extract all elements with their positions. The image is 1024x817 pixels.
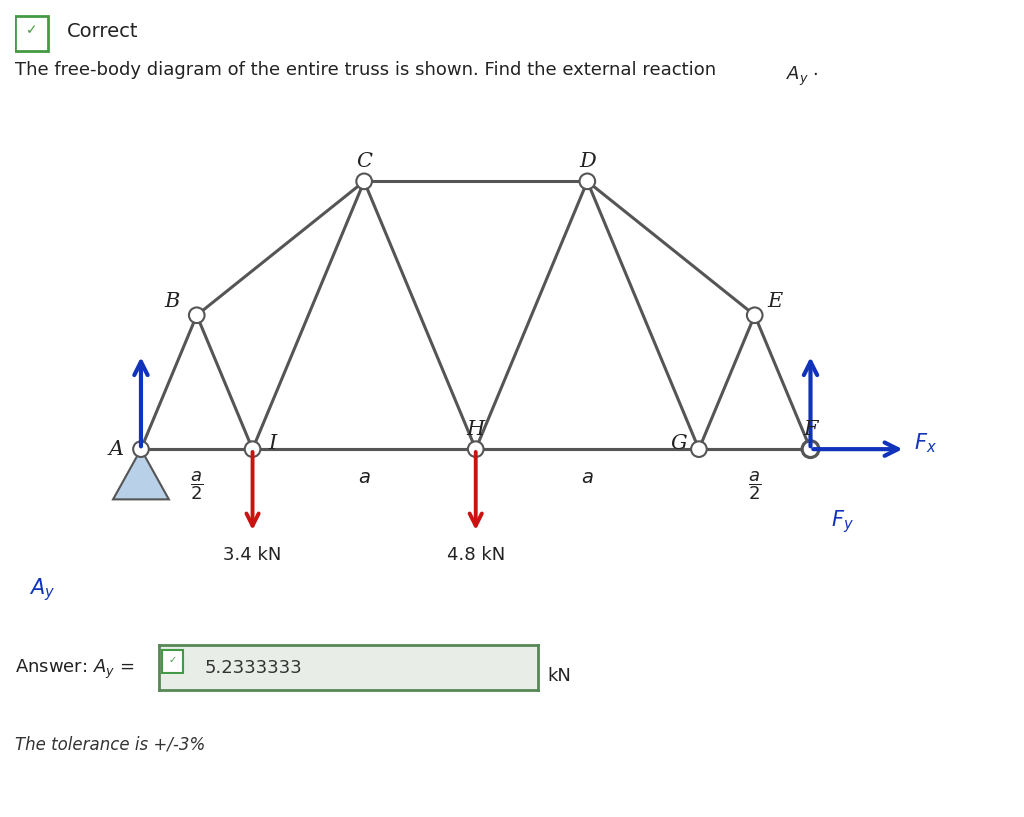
Text: B: B: [165, 292, 180, 311]
Circle shape: [134, 443, 147, 456]
Text: $\dfrac{a}{2}$: $\dfrac{a}{2}$: [748, 469, 762, 502]
Text: kN: kN: [548, 667, 571, 685]
Text: C: C: [356, 152, 372, 171]
Text: .: .: [812, 61, 818, 79]
Circle shape: [133, 441, 148, 457]
Text: G: G: [671, 434, 687, 453]
Polygon shape: [113, 449, 169, 499]
Text: $A_y$: $A_y$: [29, 576, 55, 603]
Text: The free-body diagram of the entire truss is shown. Find the external reaction: The free-body diagram of the entire trus…: [15, 61, 722, 79]
Circle shape: [746, 307, 763, 323]
Text: A: A: [109, 440, 124, 458]
Text: H: H: [467, 420, 484, 439]
FancyBboxPatch shape: [162, 650, 182, 672]
Circle shape: [356, 173, 372, 190]
Circle shape: [245, 441, 260, 457]
Text: F: F: [803, 420, 818, 439]
Circle shape: [468, 441, 483, 457]
Text: D: D: [579, 152, 596, 171]
Text: 5.2333333: 5.2333333: [204, 659, 302, 677]
Text: I: I: [268, 434, 276, 453]
Text: $a$: $a$: [357, 469, 371, 487]
Text: Correct: Correct: [67, 21, 138, 41]
Text: $F_y$: $F_y$: [830, 508, 853, 535]
Circle shape: [691, 441, 707, 457]
Text: $F_x$: $F_x$: [914, 431, 937, 455]
Text: The tolerance is +/-3%: The tolerance is +/-3%: [15, 735, 206, 753]
Text: E: E: [767, 292, 782, 311]
FancyBboxPatch shape: [15, 16, 48, 51]
Circle shape: [580, 173, 595, 190]
Text: $A_y$: $A_y$: [786, 65, 809, 87]
Circle shape: [803, 441, 818, 457]
Text: 3.4 kN: 3.4 kN: [223, 547, 282, 565]
Circle shape: [189, 307, 205, 323]
Text: ✓: ✓: [26, 24, 38, 38]
Circle shape: [802, 440, 819, 458]
Text: 4.8 kN: 4.8 kN: [446, 547, 505, 565]
Text: $\dfrac{a}{2}$: $\dfrac{a}{2}$: [190, 469, 204, 502]
Text: ✓: ✓: [168, 655, 176, 665]
Text: Answer: $A_y$ =: Answer: $A_y$ =: [15, 658, 136, 681]
Text: $a$: $a$: [581, 469, 594, 487]
